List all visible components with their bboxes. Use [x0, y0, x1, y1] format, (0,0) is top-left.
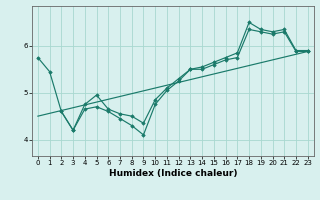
X-axis label: Humidex (Indice chaleur): Humidex (Indice chaleur): [108, 169, 237, 178]
